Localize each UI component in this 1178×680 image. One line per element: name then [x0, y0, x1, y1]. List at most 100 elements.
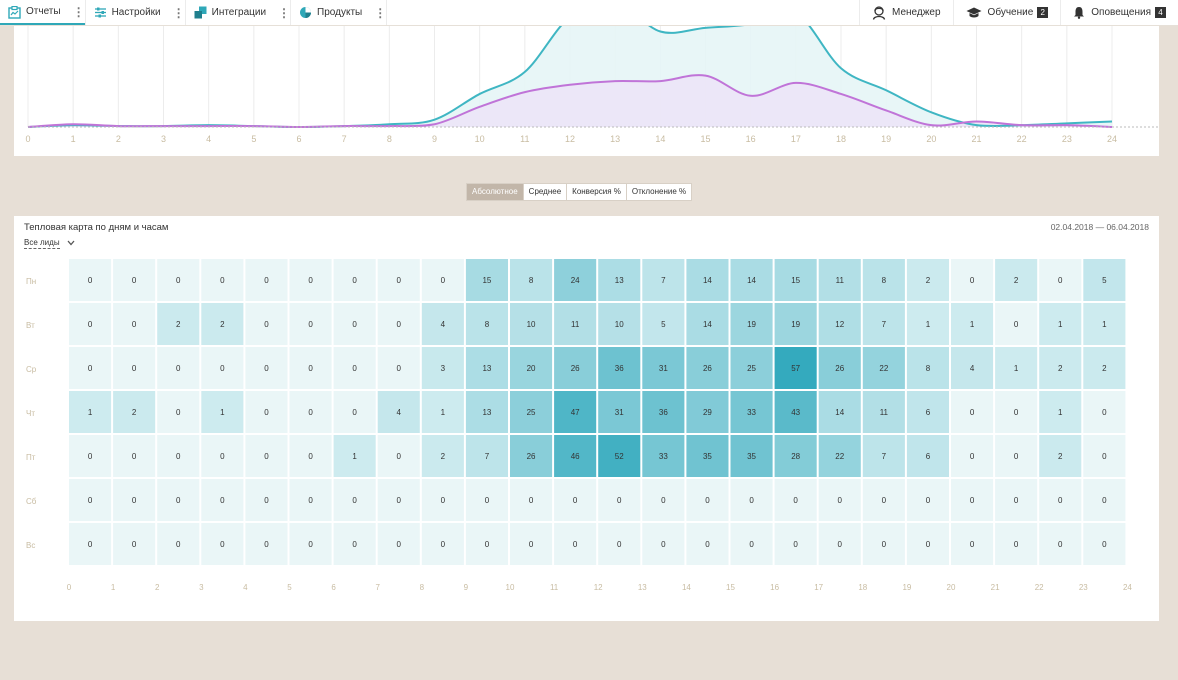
heatmap-cell[interactable] [465, 435, 508, 477]
heatmap-cell[interactable] [465, 391, 508, 433]
heatmap-cell[interactable] [1083, 303, 1126, 345]
heatmap-cell[interactable] [554, 391, 597, 433]
heatmap-cell[interactable] [554, 479, 597, 521]
heatmap-cell[interactable] [510, 303, 553, 345]
heatmap-cell[interactable] [862, 391, 905, 433]
heatmap-cell[interactable] [951, 523, 994, 565]
heatmap-cell[interactable] [951, 435, 994, 477]
heatmap-cell[interactable] [465, 347, 508, 389]
heatmap-cell[interactable] [730, 523, 773, 565]
toggle-conversion[interactable]: Конверсия % [567, 184, 627, 200]
more-vertical-icon[interactable]: ⋮ [374, 5, 387, 20]
heatmap-cell[interactable] [510, 259, 553, 301]
nav-item-products[interactable]: Продукты ⋮ [291, 0, 386, 25]
leads-filter-dropdown[interactable]: Все лиды [24, 238, 60, 249]
heatmap-cell[interactable] [157, 435, 200, 477]
heatmap-cell[interactable] [686, 435, 729, 477]
heatmap-cell[interactable] [554, 259, 597, 301]
nav-item-training[interactable]: Обучение 2 [952, 0, 1061, 25]
heatmap-cell[interactable] [421, 479, 464, 521]
heatmap-cell[interactable] [157, 523, 200, 565]
heatmap-cell[interactable] [333, 259, 376, 301]
heatmap-cell[interactable] [730, 303, 773, 345]
heatmap-cell[interactable] [730, 435, 773, 477]
more-vertical-icon[interactable]: ⋮ [278, 5, 291, 20]
heatmap-cell[interactable] [201, 523, 244, 565]
heatmap-cell[interactable] [113, 523, 156, 565]
heatmap-cell[interactable] [69, 435, 112, 477]
heatmap-cell[interactable] [421, 523, 464, 565]
heatmap-cell[interactable] [642, 435, 685, 477]
heatmap-cell[interactable] [995, 479, 1038, 521]
heatmap-cell[interactable] [333, 479, 376, 521]
heatmap-cell[interactable] [113, 303, 156, 345]
heatmap-cell[interactable] [201, 435, 244, 477]
heatmap-cell[interactable] [951, 259, 994, 301]
heatmap-cell[interactable] [554, 303, 597, 345]
heatmap-cell[interactable] [598, 435, 641, 477]
heatmap-cell[interactable] [377, 523, 420, 565]
heatmap-cell[interactable] [818, 259, 861, 301]
heatmap-cell[interactable] [289, 435, 332, 477]
heatmap-cell[interactable] [201, 347, 244, 389]
heatmap-cell[interactable] [69, 523, 112, 565]
heatmap-cell[interactable] [598, 347, 641, 389]
heatmap-cell[interactable] [818, 523, 861, 565]
heatmap-cell[interactable] [510, 435, 553, 477]
heatmap-cell[interactable] [862, 259, 905, 301]
heatmap-cell[interactable] [113, 259, 156, 301]
heatmap-cell[interactable] [774, 303, 817, 345]
heatmap-cell[interactable] [245, 347, 288, 389]
heatmap-cell[interactable] [69, 347, 112, 389]
heatmap-cell[interactable] [995, 391, 1038, 433]
heatmap-cell[interactable] [1039, 523, 1082, 565]
heatmap-cell[interactable] [554, 523, 597, 565]
heatmap-cell[interactable] [201, 303, 244, 345]
heatmap-cell[interactable] [113, 391, 156, 433]
heatmap-cell[interactable] [554, 435, 597, 477]
heatmap-cell[interactable] [686, 391, 729, 433]
heatmap-cell[interactable] [1039, 347, 1082, 389]
heatmap-cell[interactable] [862, 435, 905, 477]
heatmap-cell[interactable] [598, 391, 641, 433]
heatmap-cell[interactable] [1083, 523, 1126, 565]
nav-item-integrations[interactable]: Интеграции ⋮ [186, 0, 290, 25]
heatmap-cell[interactable] [862, 523, 905, 565]
heatmap-cell[interactable] [818, 435, 861, 477]
heatmap-cell[interactable] [289, 523, 332, 565]
heatmap-cell[interactable] [157, 347, 200, 389]
heatmap-cell[interactable] [774, 347, 817, 389]
heatmap-cell[interactable] [951, 303, 994, 345]
heatmap-cell[interactable] [245, 391, 288, 433]
nav-item-notifications[interactable]: Оповещения 4 [1060, 0, 1178, 25]
heatmap-cell[interactable] [642, 259, 685, 301]
heatmap-cell[interactable] [598, 523, 641, 565]
heatmap-cell[interactable] [642, 523, 685, 565]
heatmap-cell[interactable] [377, 479, 420, 521]
heatmap-cell[interactable] [951, 479, 994, 521]
heatmap-cell[interactable] [818, 347, 861, 389]
heatmap-cell[interactable] [730, 479, 773, 521]
heatmap-cell[interactable] [1039, 259, 1082, 301]
heatmap-cell[interactable] [642, 479, 685, 521]
heatmap-cell[interactable] [642, 347, 685, 389]
heatmap-cell[interactable] [598, 259, 641, 301]
heatmap-cell[interactable] [69, 391, 112, 433]
heatmap-cell[interactable] [113, 435, 156, 477]
heatmap-cell[interactable] [818, 479, 861, 521]
heatmap-cell[interactable] [951, 391, 994, 433]
heatmap-cell[interactable] [421, 391, 464, 433]
heatmap-cell[interactable] [201, 391, 244, 433]
heatmap-cell[interactable] [995, 259, 1038, 301]
heatmap-cell[interactable] [465, 303, 508, 345]
heatmap-cell[interactable] [906, 347, 949, 389]
heatmap-cell[interactable] [730, 259, 773, 301]
heatmap-cell[interactable] [686, 347, 729, 389]
heatmap-cell[interactable] [774, 391, 817, 433]
heatmap-cell[interactable] [510, 391, 553, 433]
heatmap-cell[interactable] [906, 259, 949, 301]
heatmap-cell[interactable] [906, 435, 949, 477]
heatmap-cell[interactable] [642, 303, 685, 345]
heatmap-cell[interactable] [1083, 347, 1126, 389]
heatmap-cell[interactable] [377, 391, 420, 433]
